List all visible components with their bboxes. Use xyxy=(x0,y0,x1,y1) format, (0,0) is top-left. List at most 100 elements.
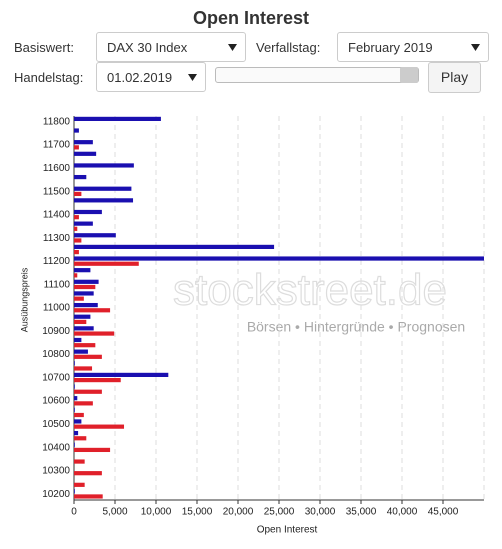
bar xyxy=(74,221,93,226)
bar xyxy=(74,384,75,389)
arrow xyxy=(188,74,197,81)
y-tick-label: 11300 xyxy=(43,233,71,244)
arrow xyxy=(471,44,480,51)
bar xyxy=(74,209,102,215)
bar xyxy=(74,424,125,429)
y-axis-label: Ausübungspreis xyxy=(19,267,29,332)
bar xyxy=(74,319,87,325)
slider-thumb[interactable] xyxy=(400,67,418,83)
bar xyxy=(74,191,82,197)
bar xyxy=(74,244,275,249)
x-tick-label: 40,000 xyxy=(387,507,418,518)
y-tick-label: 10700 xyxy=(42,372,70,383)
bar xyxy=(74,489,75,494)
watermark-brand: stockstreet.de xyxy=(173,266,447,315)
bar xyxy=(74,366,93,371)
x-tick-label: 20,000 xyxy=(223,507,254,518)
bar xyxy=(74,250,79,255)
y-tick-label: 10600 xyxy=(42,396,70,407)
bar xyxy=(74,308,111,313)
bar xyxy=(74,482,85,487)
slider[interactable] xyxy=(215,67,419,83)
bar xyxy=(74,401,93,406)
bar xyxy=(74,140,93,145)
bar xyxy=(74,261,139,266)
bar xyxy=(74,326,94,331)
bar xyxy=(74,389,102,394)
bar xyxy=(74,163,134,168)
y-tick-label: 11600 xyxy=(43,163,71,174)
arrow xyxy=(228,44,237,51)
x-tick-label: 5,000 xyxy=(102,507,127,518)
select-value: DAX 30 Index xyxy=(107,40,188,55)
watermark-tagline: Börsen • Hintergründe • Prognosen xyxy=(247,319,465,335)
y-tick-label: 10800 xyxy=(42,349,70,360)
bar xyxy=(74,494,103,499)
select[interactable]: 01.02.2019 xyxy=(96,62,206,92)
bar xyxy=(74,471,102,476)
bar xyxy=(74,378,121,383)
y-tick-label: 11500 xyxy=(43,186,71,197)
bar xyxy=(74,459,85,464)
y-tick-label: 11700 xyxy=(43,140,71,151)
bar xyxy=(74,302,98,308)
y-tick-label: 11000 xyxy=(43,303,71,314)
y-tick-label: 11400 xyxy=(43,210,71,221)
label: Basiswert: xyxy=(14,40,74,55)
bar xyxy=(74,284,96,290)
select-value: February 2019 xyxy=(348,40,433,55)
bar xyxy=(74,215,79,220)
bar xyxy=(74,291,94,296)
y-tick-label: 10500 xyxy=(42,419,70,430)
y-tick-label: 10900 xyxy=(42,326,70,337)
bar xyxy=(74,116,161,121)
x-tick-label: 25,000 xyxy=(264,507,295,518)
bar xyxy=(74,273,78,278)
y-tick-label: 10400 xyxy=(42,442,70,453)
x-tick-label: 35,000 xyxy=(346,507,377,518)
bar xyxy=(74,174,87,180)
bar xyxy=(74,198,134,203)
x-tick-label: 10,000 xyxy=(141,507,172,518)
bar xyxy=(74,396,78,401)
bar xyxy=(74,419,82,424)
bar xyxy=(74,238,82,243)
label: Handelstag: xyxy=(14,70,84,85)
bar xyxy=(74,442,75,447)
x-tick-label: 45,000 xyxy=(428,507,459,518)
bar xyxy=(74,128,79,133)
bar xyxy=(74,279,99,284)
bar xyxy=(74,186,132,191)
bar xyxy=(74,349,88,354)
x-axis-label: Open Interest xyxy=(257,525,318,536)
select[interactable]: DAX 30 Index xyxy=(96,32,246,62)
x-tick-label: 30,000 xyxy=(305,507,336,518)
bar xyxy=(74,436,87,441)
play-button[interactable]: Play xyxy=(428,62,481,93)
bar xyxy=(74,151,97,156)
bar xyxy=(74,226,78,231)
bar xyxy=(74,314,91,319)
bar xyxy=(74,296,84,301)
bar xyxy=(74,354,102,359)
bar xyxy=(74,256,484,261)
bar xyxy=(74,337,82,343)
bar xyxy=(74,361,75,366)
y-tick-label: 11800 xyxy=(43,116,71,127)
bar xyxy=(74,372,169,377)
bar xyxy=(74,233,116,238)
y-tick-label: 11200 xyxy=(43,256,71,267)
y-tick-label: 10200 xyxy=(42,489,70,500)
bar xyxy=(74,430,79,436)
bar xyxy=(74,412,84,418)
y-tick-label: 10300 xyxy=(42,466,70,477)
y-tick-label: 11100 xyxy=(44,279,71,290)
select-value: 01.02.2019 xyxy=(107,70,173,85)
label: Verfallstag: xyxy=(256,40,321,55)
x-tick-label: 15,000 xyxy=(182,507,213,518)
select[interactable]: February 2019 xyxy=(337,32,489,62)
bar xyxy=(74,447,111,453)
bar xyxy=(74,145,79,150)
